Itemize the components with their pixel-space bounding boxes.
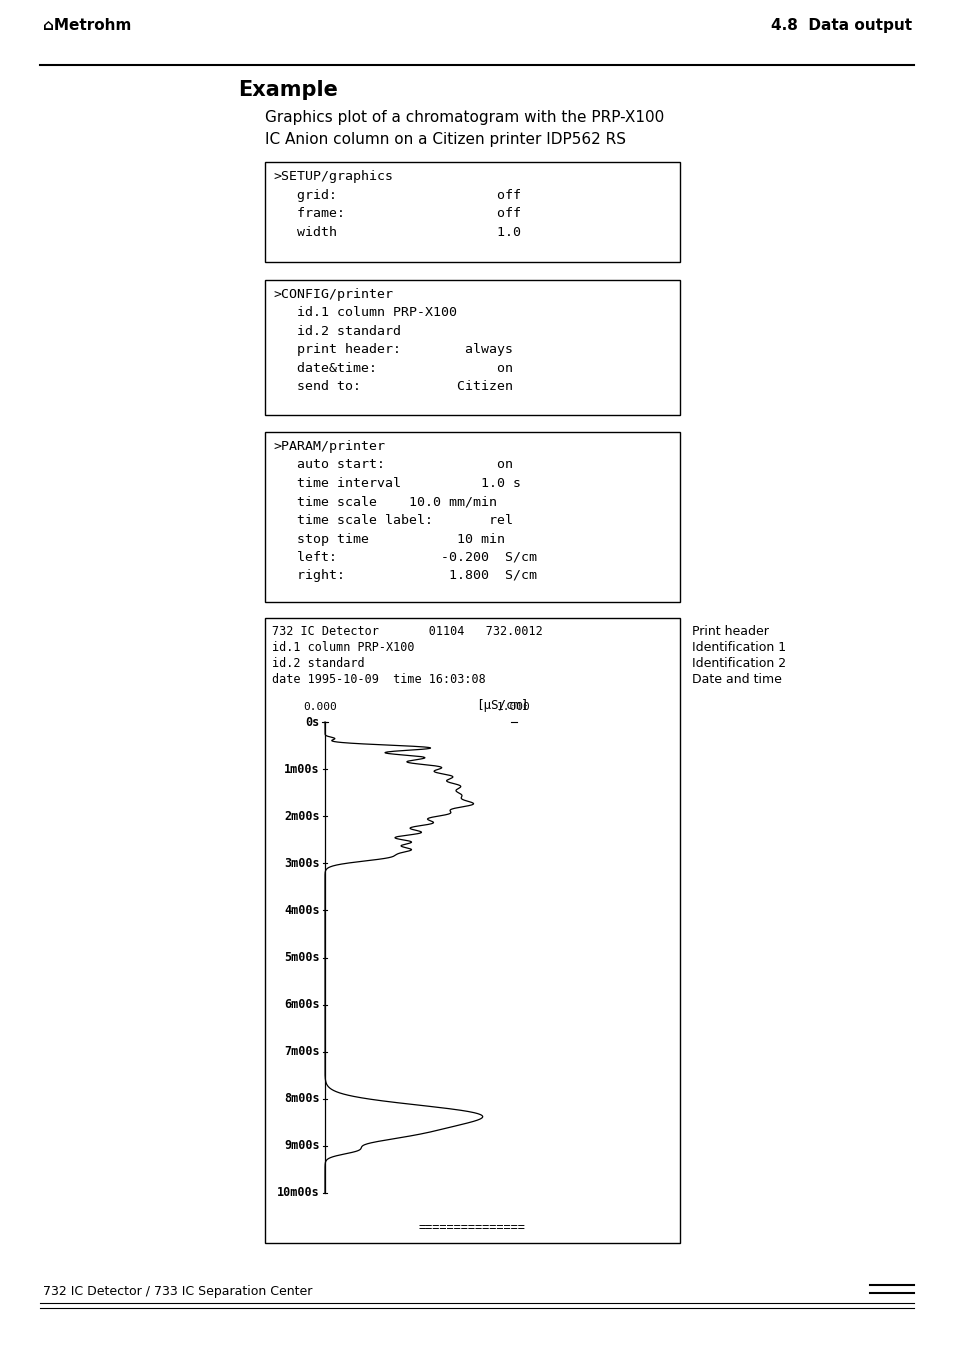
Text: Date and time: Date and time <box>691 673 781 686</box>
Text: id.1 column PRP-X100: id.1 column PRP-X100 <box>272 640 414 654</box>
Text: Identification 1: Identification 1 <box>691 640 785 654</box>
Text: 4m00s: 4m00s <box>284 904 319 917</box>
Text: 10m00s: 10m00s <box>277 1186 319 1200</box>
Text: 732 IC Detector       01104   732.0012: 732 IC Detector 01104 732.0012 <box>272 626 542 638</box>
Text: 1m00s: 1m00s <box>284 762 319 775</box>
Text: id.2 standard: id.2 standard <box>272 657 364 670</box>
Bar <box>265 162 679 262</box>
Text: >PARAM/printer
   auto start:              on
   time interval          1.0 s
  : >PARAM/printer auto start: on time inter… <box>273 440 537 582</box>
Text: 0.000: 0.000 <box>303 703 336 712</box>
Text: Identification 2: Identification 2 <box>691 657 785 670</box>
Bar <box>265 617 679 1243</box>
Text: 2m00s: 2m00s <box>284 809 319 823</box>
Text: 5m00s: 5m00s <box>284 951 319 965</box>
Bar <box>265 280 679 415</box>
Text: 9m00s: 9m00s <box>284 1139 319 1152</box>
Text: 4.8  Data output: 4.8 Data output <box>770 18 911 32</box>
Text: IC Anion column on a Citizen printer IDP562 RS: IC Anion column on a Citizen printer IDP… <box>265 132 625 147</box>
Text: Print header: Print header <box>691 626 768 638</box>
Text: >CONFIG/printer
   id.1 column PRP-X100
   id.2 standard
   print header:       : >CONFIG/printer id.1 column PRP-X100 id.… <box>273 288 513 393</box>
Text: >SETUP/graphics
   grid:                    off
   frame:                   off
: >SETUP/graphics grid: off frame: off <box>273 170 520 239</box>
Text: [µS/cm]: [µS/cm] <box>476 698 528 712</box>
Text: 1.000: 1.000 <box>497 703 530 712</box>
Text: ⌂Metrohm: ⌂Metrohm <box>43 18 132 32</box>
Text: ===============: =============== <box>418 1221 525 1235</box>
Text: 8m00s: 8m00s <box>284 1093 319 1105</box>
Text: 6m00s: 6m00s <box>284 998 319 1011</box>
Text: Graphics plot of a chromatogram with the PRP-X100: Graphics plot of a chromatogram with the… <box>265 109 663 126</box>
Bar <box>265 432 679 603</box>
Text: 7m00s: 7m00s <box>284 1046 319 1058</box>
Text: 732 IC Detector / 733 IC Separation Center: 732 IC Detector / 733 IC Separation Cent… <box>43 1285 312 1298</box>
Text: Example: Example <box>237 80 337 100</box>
Text: 0s: 0s <box>305 716 319 728</box>
Text: date 1995-10-09  time 16:03:08: date 1995-10-09 time 16:03:08 <box>272 673 485 686</box>
Text: 3m00s: 3m00s <box>284 857 319 870</box>
